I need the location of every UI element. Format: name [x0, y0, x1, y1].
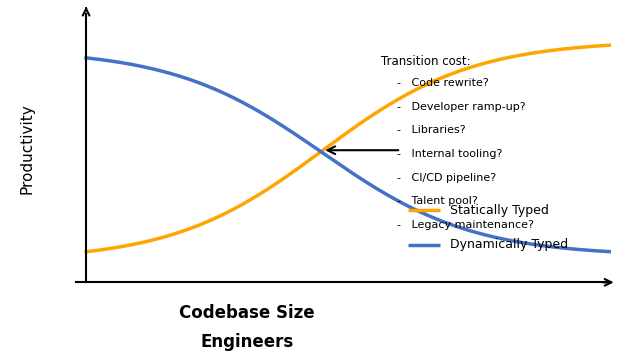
Text: Engineers: Engineers	[200, 333, 294, 351]
Text: -   Legacy maintenance?: - Legacy maintenance?	[397, 220, 534, 230]
Text: Transition cost:: Transition cost:	[381, 55, 471, 68]
Text: Productivity: Productivity	[20, 103, 35, 194]
Text: Codebase Size: Codebase Size	[179, 304, 315, 322]
Text: -   Code rewrite?: - Code rewrite?	[397, 78, 489, 88]
Text: -   CI/CD pipeline?: - CI/CD pipeline?	[397, 173, 496, 182]
Text: Dynamically Typed: Dynamically Typed	[450, 238, 568, 251]
Text: Statically Typed: Statically Typed	[450, 203, 549, 216]
Text: -   Developer ramp-up?: - Developer ramp-up?	[397, 102, 525, 112]
Text: -   Internal tooling?: - Internal tooling?	[397, 149, 502, 159]
Text: -   Talent pool?: - Talent pool?	[397, 196, 478, 206]
Text: -   Libraries?: - Libraries?	[397, 125, 466, 135]
